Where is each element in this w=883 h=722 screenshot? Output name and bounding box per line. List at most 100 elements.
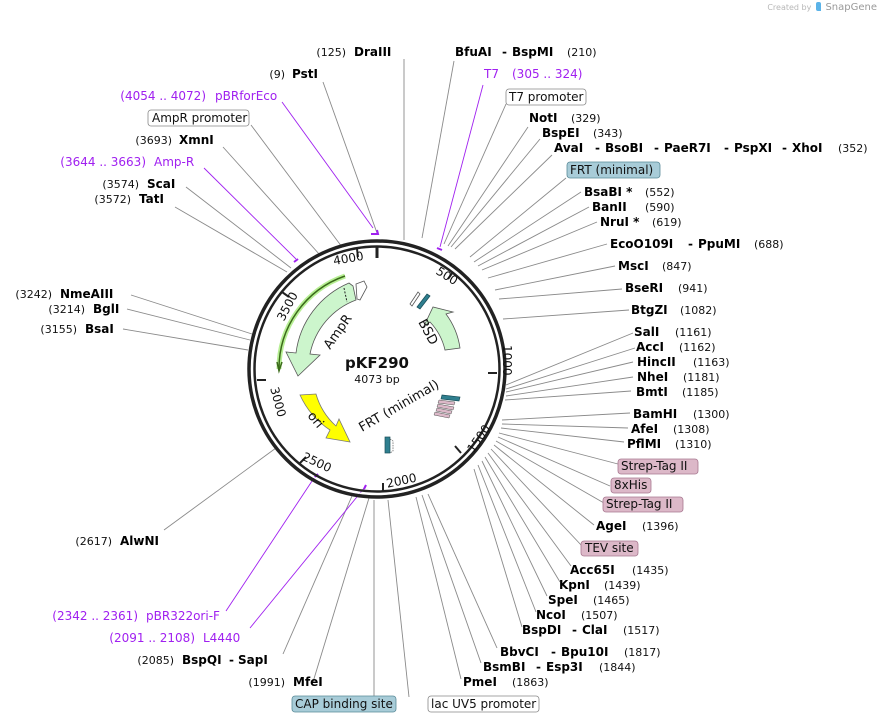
svg-text:BspMI: BspMI	[512, 45, 553, 59]
svg-text:(2091 .. 2108): (2091 .. 2108)	[109, 631, 195, 645]
label-spe1[interactable]: SpeI (1465)	[548, 593, 630, 607]
label-mfe1[interactable]: (1991) MfeI	[248, 675, 322, 689]
label-pme1[interactable]: PmeI (1863)	[463, 675, 549, 689]
label-bspe1[interactable]: BspEI (343)	[542, 126, 623, 140]
label-alwn1[interactable]: (2617) AlwNI	[75, 534, 159, 548]
label-8xhis[interactable]: 8xHis	[610, 477, 652, 494]
tag-cluster[interactable]	[433, 394, 461, 419]
svg-text:-: -	[536, 660, 541, 674]
label-strep-tag-1[interactable]: Strep-Tag II	[617, 458, 699, 475]
label-dra3[interactable]: (125) DraIII	[316, 45, 391, 59]
frt-marker-top[interactable]	[416, 293, 431, 310]
svg-text:(3574): (3574)	[102, 178, 139, 191]
label-ban2[interactable]: BanII (590)	[592, 200, 675, 214]
ampr-primer-arrow-icon	[276, 361, 283, 374]
label-afe1[interactable]: AfeI (1308)	[631, 422, 710, 436]
bsd-feature-arrow[interactable]	[423, 306, 461, 351]
label-bgl1[interactable]: (3214) BglI	[48, 302, 119, 316]
svg-text:XmnI: XmnI	[179, 133, 214, 147]
svg-text:(329): (329)	[571, 112, 601, 125]
label-ava1-group[interactable]: AvaI - BsoBI - PaeR7I - PspXI - XhoI (35…	[554, 141, 868, 155]
label-lacuv5-promoter[interactable]: lac UV5 promoter	[427, 695, 540, 713]
svg-text:BglI: BglI	[93, 302, 119, 316]
label-bsmb1-esp3[interactable]: BsmBI - Esp3I (1844)	[483, 660, 636, 674]
plasmid-name: pKF290	[345, 354, 409, 372]
label-bser1[interactable]: BseRI (941)	[625, 281, 708, 295]
left-labels: (125) DraIII (9) PstI (4054 .. 4072) pBR…	[15, 45, 540, 713]
label-kpn1[interactable]: KpnI (1439)	[559, 578, 641, 592]
label-amp-r-primer[interactable]: (3644 .. 3663) Amp-R	[60, 155, 194, 169]
label-tat1[interactable]: (3572) TatI	[94, 192, 164, 206]
ampr-promoter-arrow[interactable]	[355, 280, 368, 301]
svg-text:(590): (590)	[645, 201, 675, 214]
svg-text:8xHis: 8xHis	[614, 478, 647, 492]
svg-text:BtgZI: BtgZI	[631, 303, 668, 317]
ori-feature-arrow[interactable]	[299, 393, 351, 443]
tick-label-3000: 3000	[267, 385, 288, 418]
svg-text:pBR322ori-F: pBR322ori-F	[146, 609, 220, 623]
svg-text:(1310): (1310)	[675, 438, 712, 451]
label-sca1[interactable]: (3574) ScaI	[102, 177, 175, 191]
label-nmea3[interactable]: (3242) NmeAIII	[15, 287, 113, 301]
label-msc1[interactable]: MscI (847)	[618, 259, 692, 273]
label-bsa1[interactable]: (3155) BsaI	[40, 322, 113, 336]
label-bspq1-sap1[interactable]: (2085) BspQI - SapI	[137, 653, 267, 667]
label-btgz1[interactable]: BtgZI (1082)	[631, 303, 717, 317]
label-tev-site[interactable]: TEV site	[580, 540, 639, 557]
label-nru1[interactable]: NruI * (619)	[600, 215, 682, 229]
tick-label-1500: 1500	[464, 422, 493, 455]
ampr-feature-arrow[interactable]	[285, 282, 357, 377]
svg-text:AmpR promoter: AmpR promoter	[152, 111, 247, 125]
label-t7-primer[interactable]: T7 (305 .. 324)	[483, 67, 582, 81]
svg-text:MscI: MscI	[618, 259, 649, 273]
label-pst1[interactable]: (9) PstI	[269, 67, 318, 81]
svg-text:EcoO109I: EcoO109I	[610, 237, 673, 251]
credit-brand: SnapGene	[825, 2, 877, 13]
label-ampr-promoter[interactable]: AmpR promoter	[147, 109, 250, 127]
svg-text:Amp-R: Amp-R	[154, 155, 194, 169]
svg-text:BspEI: BspEI	[542, 126, 580, 140]
svg-text:pBRforEco: pBRforEco	[215, 89, 277, 103]
svg-text:Strep-Tag II: Strep-Tag II	[621, 459, 687, 473]
svg-text:BanII: BanII	[592, 200, 627, 214]
svg-text:BsmBI: BsmBI	[483, 660, 525, 674]
label-bmt1[interactable]: BmtI (1185)	[636, 385, 719, 399]
svg-text:(847): (847)	[662, 260, 692, 273]
svg-text:BbvCI: BbvCI	[500, 645, 539, 659]
label-cap-binding-site[interactable]: CAP binding site	[291, 695, 397, 713]
label-bfua1-bspm1[interactable]: BfuAI - BspMI (210)	[455, 45, 597, 59]
frt-marker-bottom[interactable]	[384, 436, 391, 454]
label-l4440[interactable]: (2091 .. 2108) L4440	[109, 631, 240, 645]
svg-text:(2085): (2085)	[137, 654, 174, 667]
svg-text:SalI: SalI	[634, 325, 659, 339]
svg-text:KpnI: KpnI	[559, 578, 590, 592]
label-pbrforeco[interactable]: (4054 .. 4072) pBRforEco	[120, 89, 277, 103]
tick-label-1000: 1000	[500, 345, 514, 376]
svg-text:PspXI: PspXI	[734, 141, 772, 155]
label-t7-promoter[interactable]: T7 promoter	[505, 88, 587, 106]
label-pbr322ori-f[interactable]: (2342 .. 2361) pBR322ori-F	[52, 609, 220, 623]
label-acc65[interactable]: Acc65I (1435)	[570, 563, 669, 577]
svg-text:NotI: NotI	[529, 111, 558, 125]
svg-text:T7: T7	[483, 67, 499, 81]
label-nhe1[interactable]: NheI (1181)	[637, 370, 720, 384]
svg-text:BfuAI: BfuAI	[455, 45, 492, 59]
label-not1[interactable]: NotI (329)	[529, 111, 601, 125]
snapgene-logo-icon	[815, 2, 821, 11]
label-hinc2[interactable]: HincII (1163)	[637, 355, 730, 369]
label-pflm1[interactable]: PflMI (1310)	[627, 437, 712, 451]
svg-text:Esp3I: Esp3I	[546, 660, 583, 674]
label-strep-tag-2[interactable]: Strep-Tag II	[602, 496, 684, 513]
label-eco0109-ppum1[interactable]: EcoO109I - PpuMI (688)	[610, 237, 784, 251]
label-bsab1[interactable]: BsaBI * (552)	[584, 185, 675, 199]
frt-minimal-inner-label: FRT (minimal)	[357, 377, 443, 435]
label-bamh1[interactable]: BamHI (1300)	[633, 407, 730, 421]
label-bspd1-cla1[interactable]: BspDI - ClaI (1517)	[522, 623, 660, 637]
label-frt-minimal[interactable]: FRT (minimal)	[566, 161, 661, 179]
label-sal1[interactable]: SalI (1161)	[634, 325, 712, 339]
label-nco1[interactable]: NcoI (1507)	[536, 608, 618, 622]
label-acc1[interactable]: AccI (1162)	[636, 340, 716, 354]
label-age1[interactable]: AgeI (1396)	[596, 519, 679, 533]
label-xmn1[interactable]: (3693) XmnI	[135, 133, 213, 147]
label-bbvc1-bpu10[interactable]: BbvCI - Bpu10I (1817)	[500, 645, 661, 659]
